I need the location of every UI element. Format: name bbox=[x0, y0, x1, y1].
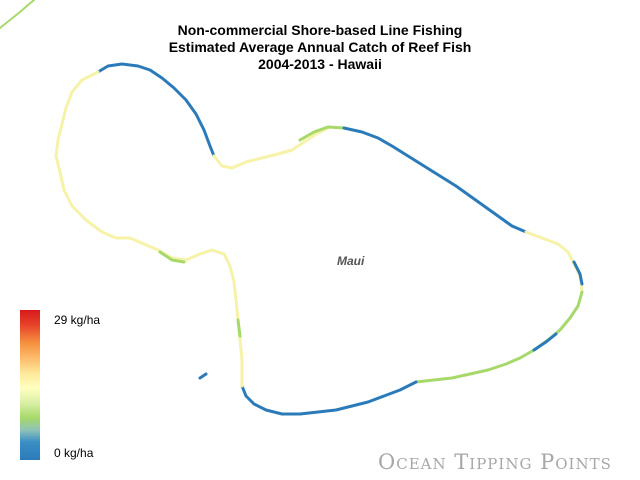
legend-max-label: 29 kg/ha bbox=[54, 313, 101, 327]
haleakala-southeast-coast-blue bbox=[532, 332, 558, 352]
title-line-2: Estimated Average Annual Catch of Reef F… bbox=[168, 39, 472, 55]
isthmus-south-coast bbox=[156, 248, 244, 388]
haleakala-south-coast bbox=[240, 380, 418, 416]
haleakala-north-coast bbox=[342, 126, 528, 234]
west-maui-west-coast bbox=[54, 70, 160, 252]
island-label-maui: Maui bbox=[337, 254, 365, 268]
map-title: Non-commercial Shore-based Line Fishing … bbox=[0, 22, 640, 73]
title-line-1: Non-commercial Shore-based Line Fishing bbox=[177, 22, 463, 38]
haleakala-east-coast-blue bbox=[572, 260, 584, 286]
haleakala-south-coast-green bbox=[414, 362, 508, 384]
isthmus-south-coast-green bbox=[158, 250, 186, 264]
neighbor-island-coast bbox=[0, 0, 35, 29]
haleakala-southeast-coast bbox=[504, 290, 584, 366]
small-islet-coast bbox=[198, 372, 208, 380]
haleakala-north-coast-green bbox=[298, 125, 346, 142]
legend-min-label: 0 kg/ha bbox=[54, 446, 94, 460]
isthmus-north-coast bbox=[212, 126, 330, 170]
isthmus-west-green bbox=[236, 318, 242, 338]
west-maui-north-coast bbox=[96, 62, 216, 158]
title-line-3: 2004-2013 - Hawaii bbox=[258, 56, 382, 72]
legend-color-bar bbox=[20, 310, 40, 460]
ocean-tipping-points-logo: Ocean Tipping Points bbox=[378, 450, 612, 474]
